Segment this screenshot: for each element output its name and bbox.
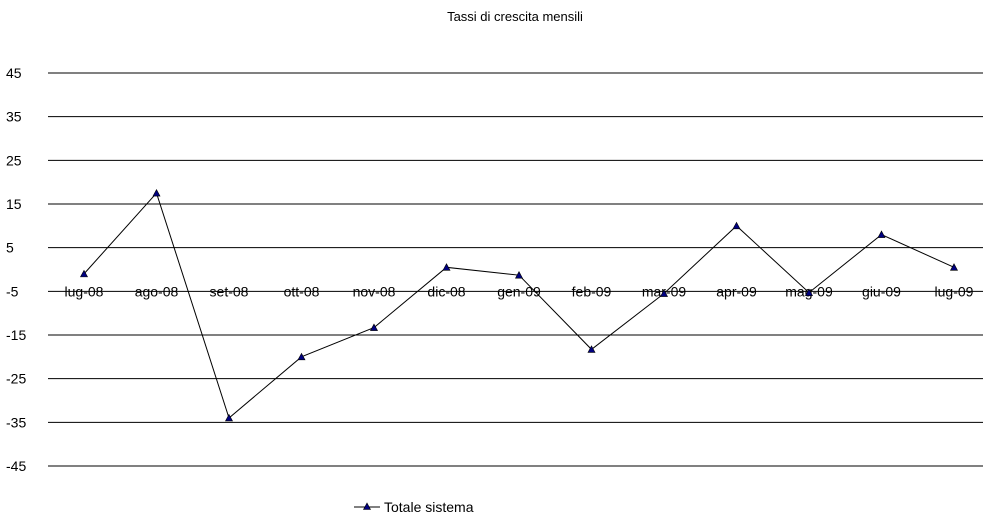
x-tick-label: dic-08	[427, 283, 465, 299]
series-line	[83, 192, 955, 419]
y-tick-label: 25	[6, 152, 22, 168]
y-tick-label: -5	[6, 283, 19, 299]
data-point-marker	[442, 263, 451, 271]
data-point-marker	[224, 413, 234, 422]
series-layer	[79, 188, 959, 422]
x-tick-label: lug-09	[935, 283, 974, 299]
gridlines	[48, 72, 983, 467]
data-point-marker	[369, 323, 379, 331]
x-tick-label: feb-09	[572, 283, 612, 299]
data-point-marker	[297, 352, 306, 361]
y-axis-tick-labels: 45 35 25 15 5 -5 -15 -25 -35 -45	[6, 65, 26, 474]
y-tick-label: 15	[6, 196, 22, 212]
x-tick-label: nov-08	[353, 283, 396, 299]
data-point-marker	[587, 345, 596, 353]
data-point-marker	[732, 221, 741, 230]
y-tick-label: 5	[6, 240, 14, 256]
x-tick-label: gen-09	[497, 283, 541, 299]
x-tick-label: lug-08	[65, 283, 104, 299]
y-tick-label: -45	[6, 458, 26, 474]
y-tick-label: 45	[6, 65, 22, 81]
x-tick-label: ago-08	[135, 283, 179, 299]
x-tick-label: ott-08	[284, 283, 320, 299]
x-tick-label: giu-09	[862, 283, 901, 299]
x-tick-label: set-08	[210, 283, 249, 299]
x-tick-label: apr-09	[716, 283, 757, 299]
data-point-marker	[804, 288, 814, 296]
data-point-marker	[79, 269, 89, 278]
data-point-marker	[949, 263, 959, 271]
data-point-marker	[659, 289, 669, 297]
data-point-marker	[877, 230, 886, 238]
x-axis-tick-labels: lug-08 ago-08 set-08 ott-08 nov-08 dic-08 gen-…	[65, 283, 974, 299]
y-tick-label: -15	[6, 327, 26, 343]
legend: Totale sistema	[354, 499, 474, 515]
legend-triangle-marker	[362, 502, 372, 510]
chart-title: Tassi di crescita mensili	[447, 9, 583, 24]
data-point-marker	[514, 271, 524, 279]
y-tick-label: -35	[6, 414, 26, 430]
legend-label: Totale sistema	[384, 499, 474, 515]
y-tick-label: -25	[6, 371, 26, 387]
data-point-marker	[152, 188, 161, 197]
y-tick-label: 35	[6, 109, 22, 125]
